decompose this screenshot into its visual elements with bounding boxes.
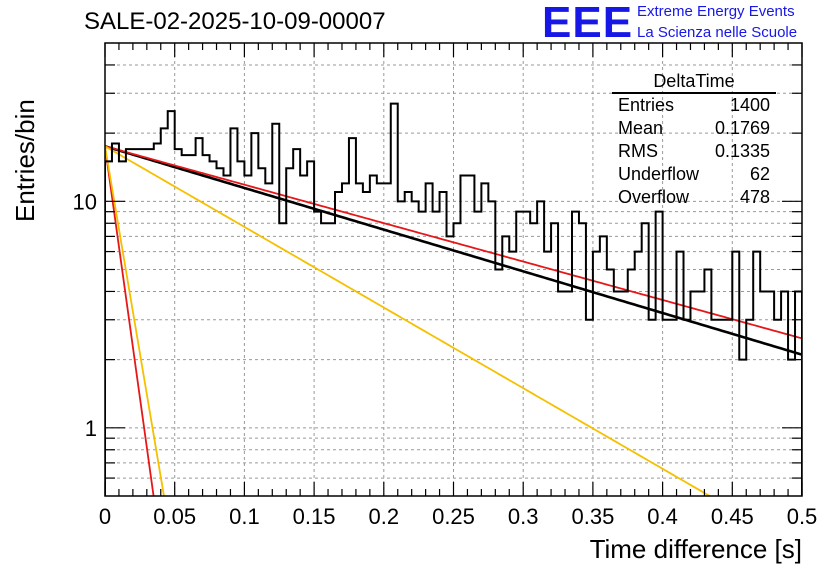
stats-label: Overflow	[618, 187, 690, 207]
stats-box: DeltaTime Entries 1400 Mean 0.1769 RMS 0…	[612, 70, 776, 209]
stats-row: Entries 1400	[612, 94, 776, 117]
histogram-steps	[105, 102, 802, 496]
fit-curve-yellow-slow	[105, 145, 712, 496]
fit-curve-red-fast	[105, 146, 155, 496]
x-tick-label: 0.3	[508, 504, 539, 529]
x-tick-label: 0.45	[711, 504, 754, 529]
fit-curve-red-slow	[105, 145, 802, 340]
fit-curve-yellow-fast	[105, 146, 165, 496]
x-axis-title: Time difference [s]	[589, 534, 802, 564]
x-tick-label: 0.25	[432, 504, 475, 529]
stats-label: Underflow	[618, 164, 700, 184]
x-tick-label: 0.4	[647, 504, 678, 529]
stats-value: 0.1769	[714, 118, 770, 138]
stats-title: DeltaTime	[612, 70, 776, 94]
stats-row: Overflow 478	[612, 186, 776, 209]
stats-row: RMS 0.1335	[612, 140, 776, 163]
x-tick-label: 0	[99, 504, 111, 529]
stats-value: 1400	[729, 95, 770, 115]
stats-row: Mean 0.1769	[612, 117, 776, 140]
logo-line-1: Extreme Energy Events	[637, 3, 795, 20]
y-axis-title: Entries/bin	[10, 99, 40, 222]
x-tick-label: 0.2	[369, 504, 400, 529]
stats-label: RMS	[618, 141, 658, 161]
x-tick-label: 0.35	[571, 504, 614, 529]
stats-value: 478	[739, 187, 770, 207]
y-tick-label: 10	[73, 189, 97, 214]
stats-label: Entries	[618, 95, 675, 115]
stats-value: 0.1335	[714, 141, 770, 161]
stats-row: Underflow 62	[612, 163, 776, 186]
y-tick-label: 1	[85, 416, 97, 441]
x-tick-label: 0.1	[229, 504, 260, 529]
logo-line-2: La Scienza nelle Scuole	[637, 24, 798, 41]
stats-label: Mean	[618, 118, 664, 138]
plot-title: SALE-02-2025-10-09-00007	[84, 8, 386, 35]
x-tick-label: 0.15	[293, 504, 336, 529]
eee-logo: EEE	[542, 0, 634, 47]
stats-value: 62	[749, 164, 770, 184]
x-tick-label: 0.05	[153, 504, 196, 529]
x-tick-label: 0.5	[787, 504, 818, 529]
